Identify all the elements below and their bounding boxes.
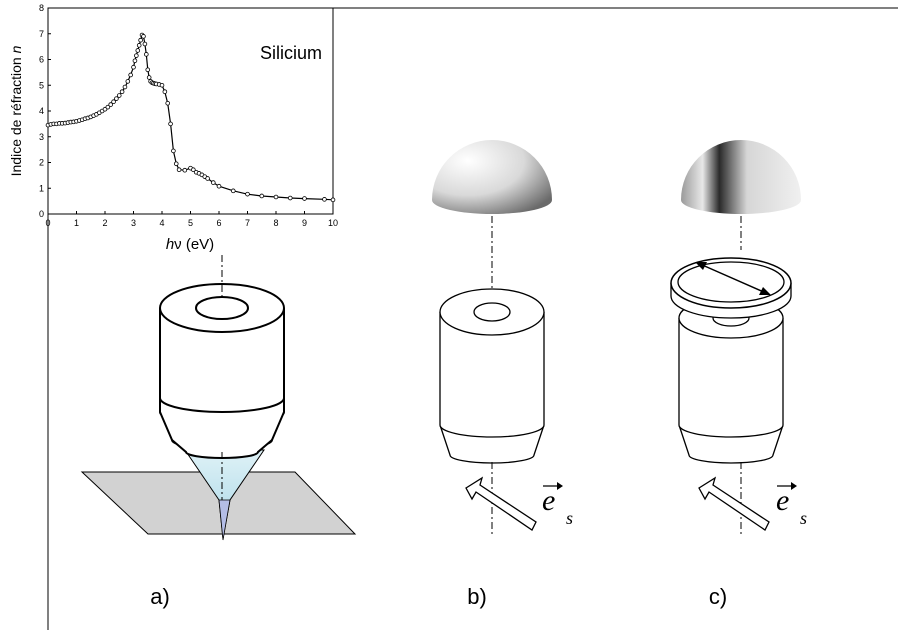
data-point	[144, 52, 149, 57]
x-tick-label: 2	[102, 218, 107, 228]
data-point	[141, 34, 146, 39]
polarization-arrow-b	[465, 476, 537, 531]
svg-text:s: s	[566, 508, 573, 528]
data-point	[287, 195, 293, 201]
x-tick-label: 5	[188, 218, 193, 228]
x-tick-label: 1	[74, 218, 79, 228]
data-point	[131, 64, 136, 70]
data-point	[111, 99, 116, 105]
data-point	[205, 176, 210, 181]
y-tick-label: 1	[39, 183, 44, 193]
data-point	[159, 82, 165, 88]
svg-text:s: s	[800, 508, 807, 528]
data-point	[105, 104, 111, 110]
y-axis-label: Indice de réfraction n	[8, 45, 24, 176]
y-tick-label: 6	[39, 55, 44, 65]
x-axis-label: hν (eV)	[166, 236, 214, 253]
y-tick-label: 3	[39, 132, 44, 142]
objective-a	[80, 255, 357, 541]
x-tick-label: 4	[159, 218, 164, 228]
data-point	[142, 41, 148, 47]
data-point	[162, 89, 168, 94]
y-tick-label: 0	[39, 209, 44, 219]
data-point	[191, 167, 196, 173]
data-point	[171, 148, 176, 154]
y-tick-label: 2	[39, 158, 44, 168]
data-point	[122, 84, 128, 90]
data-point	[134, 53, 139, 58]
data-point	[259, 193, 265, 199]
polarizer-arrowhead-2	[759, 287, 771, 295]
light-cone-tip	[218, 499, 231, 541]
data-point	[114, 96, 119, 101]
vector-label-b: e s	[542, 482, 573, 528]
data-point	[176, 167, 182, 173]
data-point	[245, 191, 250, 197]
y-tick-label: 4	[39, 106, 44, 116]
objective-c-barrel	[678, 318, 784, 438]
polarizer-ring-inner	[677, 261, 785, 303]
x-tick-label: 0	[45, 218, 50, 228]
data-point	[230, 188, 236, 194]
data-point	[135, 48, 141, 53]
y-tick-label: 8	[39, 3, 44, 13]
panel-b-label: b)	[467, 584, 487, 609]
objective-c	[670, 140, 801, 535]
data-point	[182, 167, 188, 173]
data-point	[211, 180, 216, 185]
x-tick-label: 7	[245, 218, 250, 228]
data-point	[136, 43, 142, 48]
plot-frame	[47, 7, 334, 215]
x-tick-label: 6	[216, 218, 221, 228]
data-point	[146, 75, 152, 80]
objective-b	[432, 140, 552, 535]
data-point	[138, 37, 143, 43]
data-point	[273, 194, 279, 200]
data-point	[128, 72, 133, 78]
refractive-index-chart: 0 1 2 3 4 5 6 7 8 9 10 0 1 2 3 4 5 6 7 8 Silicium hν (eV) I…	[8, 3, 338, 253]
svg-text:e: e	[542, 484, 555, 517]
axis-ticks: 0 1 2 3 4 5 6 7 8 9 10 0 1 2 3 4 5 6 7 8	[39, 3, 338, 228]
objective-b-barrel	[439, 312, 545, 438]
data-point	[116, 93, 122, 98]
hemisphere-c	[681, 140, 801, 214]
panel-a-label: a)	[150, 584, 170, 609]
x-tick-label: 10	[328, 218, 338, 228]
data-point	[108, 102, 113, 107]
data-series	[45, 32, 336, 203]
data-point	[330, 197, 336, 203]
data-point	[322, 197, 327, 202]
data-point	[132, 58, 138, 64]
hemisphere-b	[432, 140, 552, 214]
svg-text:e: e	[776, 484, 789, 517]
chart-title: Silicium	[260, 43, 322, 63]
data-point	[125, 79, 131, 84]
x-tick-label: 9	[302, 218, 307, 228]
data-point	[173, 161, 179, 167]
objective-b-aperture	[473, 302, 511, 322]
y-tick-label: 5	[39, 80, 44, 90]
data-point	[119, 89, 125, 94]
polarization-arrow-c	[698, 476, 770, 531]
polarizer-arrowhead-1	[695, 262, 707, 270]
data-point	[145, 67, 151, 73]
polarizer-axis-line	[699, 263, 767, 294]
data-point	[216, 183, 222, 189]
data-point	[168, 121, 173, 127]
panel-c-label: c)	[709, 584, 727, 609]
y-tick-label: 7	[39, 29, 44, 39]
x-tick-label: 3	[131, 218, 136, 228]
vector-label-c: e s	[776, 482, 807, 528]
objective-a-aperture	[195, 296, 249, 320]
data-point	[302, 196, 307, 201]
objective-a-barrel	[159, 308, 285, 413]
data-point	[165, 100, 171, 106]
x-tick-label: 8	[273, 218, 278, 228]
